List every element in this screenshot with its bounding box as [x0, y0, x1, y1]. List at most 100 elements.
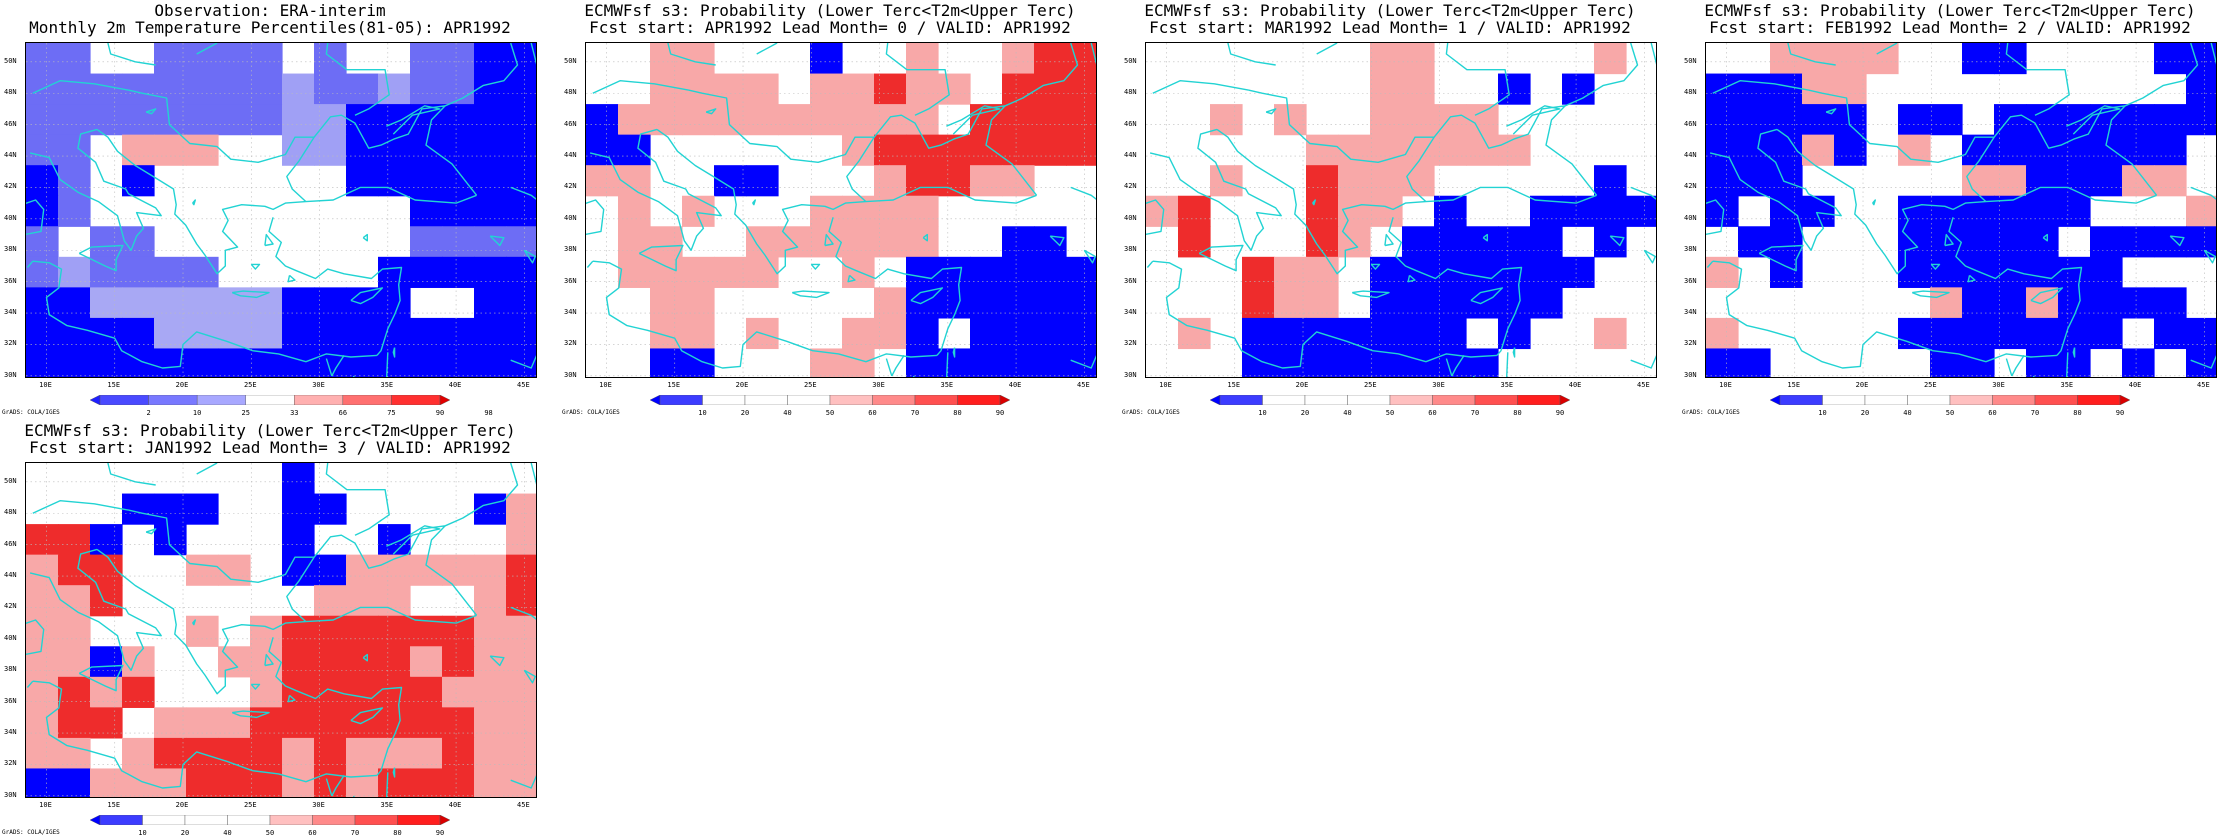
grid-cell	[250, 104, 283, 136]
grid-cell	[1274, 104, 1307, 136]
coastline	[325, 778, 333, 797]
colorbar-bin	[2077, 395, 2121, 405]
coastline	[128, 89, 315, 164]
grid-cell	[282, 707, 315, 739]
grid-cell	[1738, 134, 1771, 166]
grid-cell	[1802, 134, 1835, 166]
grid-cell	[26, 524, 59, 556]
grid-cell	[970, 348, 1003, 377]
grid-cell	[2122, 348, 2155, 377]
grid-cell	[906, 43, 939, 75]
grid-cell	[1962, 195, 1995, 227]
lat-tick-label: 34N	[564, 308, 577, 317]
grid-cell	[218, 348, 251, 377]
grid-cell	[1066, 73, 1096, 105]
grid-cell	[2026, 317, 2059, 350]
grid-cell	[1498, 226, 1531, 258]
grid-cell	[874, 134, 907, 166]
lat-tick-label: 44N	[4, 571, 17, 580]
grid-cell	[1962, 256, 1995, 288]
lon-tick-label: 15E	[1787, 381, 1801, 389]
grid-cell	[2090, 256, 2123, 288]
coastline	[1406, 105, 1598, 203]
grads-credit: GrADS: COLA/IGES	[2, 829, 60, 836]
grid-cell	[506, 287, 536, 319]
lon-tick-label: 25E	[243, 801, 257, 809]
grid-cell	[506, 554, 536, 586]
grid-cell	[1242, 317, 1275, 350]
grid-cell	[58, 73, 91, 105]
lon-tick-label: 20E	[1855, 381, 1869, 389]
coastline	[1872, 199, 1877, 206]
grid-cell	[474, 493, 507, 525]
grid-cell	[442, 554, 475, 586]
panel-lead-0: ECMWFsf s3: Probability (Lower Terc<T2m<…	[560, 0, 1120, 420]
grid-cell	[842, 348, 875, 377]
grid-cell	[650, 226, 683, 258]
coastline	[952, 347, 956, 358]
coastline	[510, 355, 536, 369]
grid-cell	[1066, 43, 1096, 75]
colorbar-tick-label: 10	[138, 829, 147, 837]
coastline	[1152, 260, 1497, 369]
lon-tick-label: 40E	[448, 381, 462, 389]
grid-cell	[1370, 165, 1403, 197]
grid-cell	[26, 737, 59, 770]
grid-cell	[282, 524, 315, 556]
grid-cell	[474, 768, 507, 797]
grid-cell	[378, 646, 411, 678]
coastline	[29, 548, 162, 672]
coastline	[1265, 108, 1277, 115]
grid-cell	[58, 554, 91, 586]
grid-cell	[970, 165, 1003, 197]
coastline	[2030, 287, 2064, 305]
grid-cell	[90, 348, 123, 377]
colorbar-left-arrow	[650, 395, 661, 405]
lon-tick-label: 15E	[107, 381, 121, 389]
grid-cell	[2058, 104, 2091, 136]
grid-cell	[506, 134, 536, 166]
grid-cell	[1770, 43, 1803, 75]
grid-cell	[586, 165, 619, 197]
grid-cell	[1066, 317, 1096, 350]
grid-cell	[346, 737, 379, 770]
grid-cell	[506, 493, 536, 525]
coastline	[846, 105, 1038, 203]
lat-tick-label: 46N	[4, 119, 17, 128]
grid-cell	[1930, 256, 1963, 288]
grid-cell	[154, 287, 187, 319]
grid-cell	[2154, 43, 2187, 75]
grid-cell	[906, 104, 939, 136]
grid-cell	[442, 134, 475, 166]
grid-cell	[282, 348, 315, 377]
grid-cell	[378, 165, 411, 197]
lat-tick-label: 42N	[564, 182, 577, 191]
grid-cell	[1306, 226, 1339, 258]
coastline	[331, 775, 345, 797]
grid-cell	[1898, 256, 1931, 288]
grid-cell	[314, 585, 347, 617]
coastline	[1370, 263, 1381, 270]
grid-cell	[26, 585, 59, 617]
grid-cell	[1402, 348, 1435, 377]
lon-tick-label: 10E	[1719, 381, 1732, 389]
coastline	[32, 500, 129, 514]
grid-cell	[938, 73, 971, 105]
grid-cell	[122, 737, 155, 770]
lon-tick-label: 10E	[599, 381, 612, 389]
lon-tick-label: 35E	[380, 381, 394, 389]
grid-cell	[58, 195, 91, 227]
grid-cell	[1370, 43, 1403, 75]
colorbar-bin	[829, 395, 873, 405]
colorbar-bin	[1347, 395, 1391, 405]
grid-cell	[2090, 226, 2123, 258]
grid-cell	[90, 646, 123, 678]
grid-cell	[122, 256, 155, 288]
lon-tick-label: 20E	[175, 381, 189, 389]
colorbar-left-arrow	[90, 395, 101, 405]
grid-cell	[58, 646, 91, 678]
grid-cell	[1994, 134, 2027, 166]
grid-cell	[1402, 256, 1435, 288]
grid-cell	[122, 493, 155, 525]
lat-tick-label: 42N	[1684, 182, 1697, 191]
